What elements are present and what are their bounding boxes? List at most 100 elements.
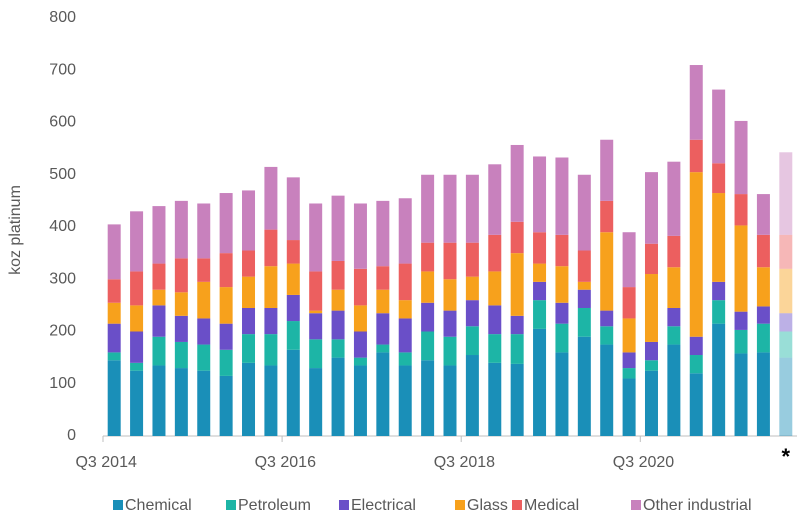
bar-segment [309, 271, 323, 311]
bar-segment [510, 334, 524, 364]
bar-segment [331, 195, 345, 261]
y-tick-label: 200 [49, 323, 76, 340]
bar-segment [152, 305, 166, 337]
bar-segment [779, 357, 793, 436]
bar-segment [219, 193, 233, 254]
bar-segment [219, 253, 233, 288]
bar-segment [130, 305, 144, 332]
bar-segment [712, 281, 726, 301]
y-axis-title: koz platinum [7, 185, 24, 275]
legend-swatch [631, 500, 641, 510]
bar-segment [488, 305, 502, 335]
bar-segment [689, 373, 703, 436]
bar-segment [197, 281, 211, 319]
bar-segment [488, 362, 502, 436]
bar-segment [510, 144, 524, 222]
bar-segment [577, 336, 591, 436]
bar-segment [667, 326, 681, 345]
bar-segment [667, 161, 681, 236]
y-tick-label: 700 [49, 61, 76, 78]
bar-segment [779, 331, 793, 358]
bar-segment [533, 232, 547, 264]
bar-segment [488, 234, 502, 272]
bar-segment [152, 263, 166, 290]
bar-segment [689, 355, 703, 374]
bar-segment [443, 279, 457, 311]
bar-segment [756, 194, 770, 235]
bar-segment [421, 174, 435, 243]
bar-segment [465, 276, 479, 301]
legend-swatch [512, 500, 522, 510]
bar-segment [756, 306, 770, 324]
x-tick-label: Q3 2018 [434, 454, 495, 471]
bar-segment [667, 307, 681, 327]
bar-segment [331, 339, 345, 358]
bar-segment [264, 229, 278, 267]
bar-segment [734, 329, 748, 354]
bar-segment [286, 294, 300, 322]
y-tick-label: 100 [49, 375, 76, 392]
bar-segment [734, 353, 748, 436]
bar-segment [756, 323, 770, 353]
bar-segment [219, 323, 233, 350]
bar-segment [555, 352, 569, 436]
bar-segment [510, 253, 524, 316]
bar-segment [421, 302, 435, 332]
bar-segment [242, 250, 256, 277]
bar-segment [689, 336, 703, 356]
bar-segment [242, 190, 256, 251]
x-tick-label: * [782, 444, 791, 469]
bar-segment [756, 267, 770, 307]
bar-segment [667, 344, 681, 436]
legend-swatch [226, 500, 236, 510]
bar-segment [107, 279, 121, 303]
bar-segment [331, 310, 345, 340]
bar-segment [197, 203, 211, 259]
bar-segment [689, 65, 703, 140]
bar-segment [577, 289, 591, 308]
bar-segment [264, 166, 278, 230]
bar-segment [555, 234, 569, 267]
bar-segment [443, 310, 457, 337]
bar-segment [622, 318, 636, 353]
bar-segment [465, 326, 479, 356]
bar-segment [286, 349, 300, 436]
bar-segment [174, 292, 188, 316]
bar-segment [353, 357, 367, 366]
bar-segment [197, 258, 211, 282]
bar-segment [577, 250, 591, 282]
bar-segment [443, 242, 457, 280]
bar-segment [555, 323, 569, 353]
bar-segment [465, 300, 479, 327]
bar-segment [309, 339, 323, 369]
bar-segment [712, 193, 726, 282]
x-tick-label: Q3 2020 [613, 454, 674, 471]
bar-segment [600, 344, 614, 436]
bar-segment [107, 352, 121, 361]
bar-segment [488, 164, 502, 235]
bar-segment [174, 368, 188, 436]
bar-segment [622, 232, 636, 288]
bar-segment [197, 370, 211, 436]
bar-segment [309, 310, 323, 314]
legend-label: Petroleum [238, 497, 311, 514]
bar-segment [712, 163, 726, 194]
bar-segment [622, 368, 636, 379]
bar-segment [712, 89, 726, 164]
bar-segment [600, 232, 614, 311]
bar-segment [667, 235, 681, 268]
bar-segment [644, 370, 658, 436]
legend-swatch [113, 500, 123, 510]
bar-segment [600, 139, 614, 201]
bar-segment [421, 360, 435, 436]
bar-segment [756, 352, 770, 436]
bar-segment [219, 349, 233, 376]
bar-segment [286, 240, 300, 264]
bar-segment [264, 266, 278, 308]
legend-swatch [455, 500, 465, 510]
bar-segment [600, 200, 614, 233]
y-tick-label: 800 [49, 9, 76, 26]
bar-segment [398, 318, 412, 353]
bar-segment [533, 281, 547, 301]
bar-segment [689, 172, 703, 337]
